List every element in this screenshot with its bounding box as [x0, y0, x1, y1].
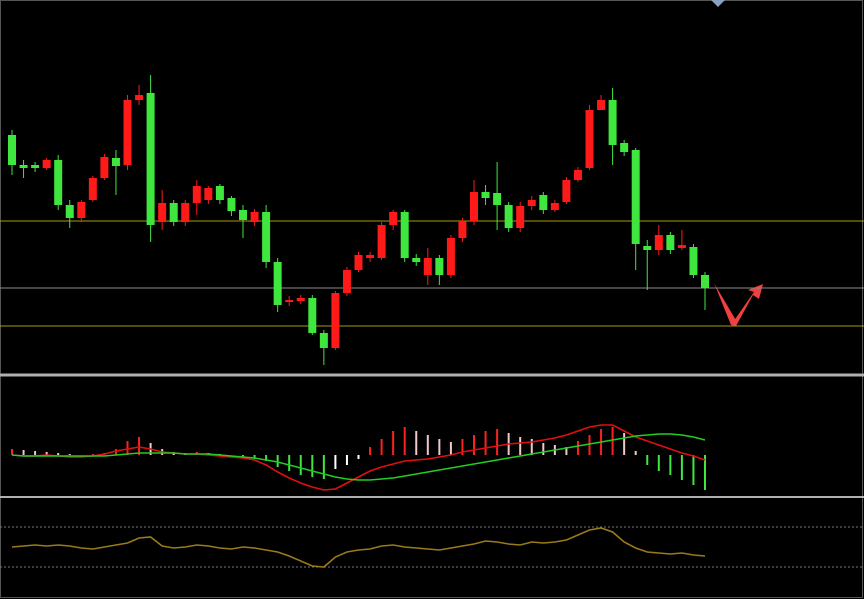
candle-body [331, 293, 340, 348]
candle-body [608, 100, 617, 145]
candle-body [377, 225, 386, 258]
candle-body [446, 238, 455, 275]
candle-body [435, 258, 444, 275]
candle-body [319, 333, 328, 348]
candle-body [77, 202, 86, 218]
candle-body [215, 186, 224, 200]
candle-body [481, 192, 490, 198]
candle-body [666, 235, 675, 250]
indicator-line [11, 424, 706, 491]
arrow-up [731, 284, 763, 326]
indicator-line [11, 527, 706, 568]
candle-body [308, 298, 317, 333]
candle-body [158, 203, 167, 222]
candle-body [597, 100, 606, 110]
candle-body [65, 205, 74, 218]
candle-body [677, 245, 686, 248]
candle-body [8, 135, 16, 165]
candle-body [273, 262, 282, 305]
candle-body [111, 158, 120, 166]
candle-body [54, 160, 63, 205]
candle-body [88, 178, 97, 200]
indicator-line [11, 433, 706, 481]
candle-body [262, 212, 271, 262]
candle-body [239, 210, 247, 220]
candle-body [31, 165, 40, 168]
candle-body [204, 188, 213, 200]
candle-body [366, 255, 375, 258]
candle-body [400, 212, 409, 258]
candle-body [296, 298, 305, 301]
candle-body [227, 198, 236, 211]
candle-body [643, 246, 652, 250]
arrow-down [714, 283, 737, 325]
candle-body [412, 258, 421, 262]
candle-body [689, 247, 698, 275]
candle-body [250, 212, 259, 222]
candle-body [631, 150, 640, 244]
candle-body [458, 221, 467, 238]
candle-body [285, 300, 294, 302]
candle-body [654, 235, 663, 250]
candle-body [135, 95, 144, 100]
candle-body [146, 93, 155, 225]
candle-body [342, 270, 351, 293]
candle-body [493, 193, 502, 205]
candle-body [539, 195, 548, 210]
candle-body [169, 203, 178, 222]
candle-body [192, 186, 201, 203]
candle-body [42, 160, 51, 168]
candle-body [389, 212, 398, 225]
candle-body [562, 180, 571, 202]
candle-body [19, 165, 28, 168]
candle-body [470, 192, 478, 221]
candle-body [423, 258, 432, 275]
plot [0, 75, 864, 568]
candle-body [550, 203, 559, 210]
candle-body [354, 255, 363, 270]
candle-body [100, 157, 109, 178]
candle-body [701, 275, 709, 288]
marker-triangle [711, 0, 725, 7]
candle-body [516, 206, 525, 228]
candle-body [527, 200, 536, 206]
candle-body [585, 110, 594, 168]
candle-body [181, 203, 190, 222]
candle-body [504, 205, 513, 228]
candle-body [573, 170, 582, 180]
candle-body [123, 100, 132, 165]
candle-body [620, 143, 629, 152]
